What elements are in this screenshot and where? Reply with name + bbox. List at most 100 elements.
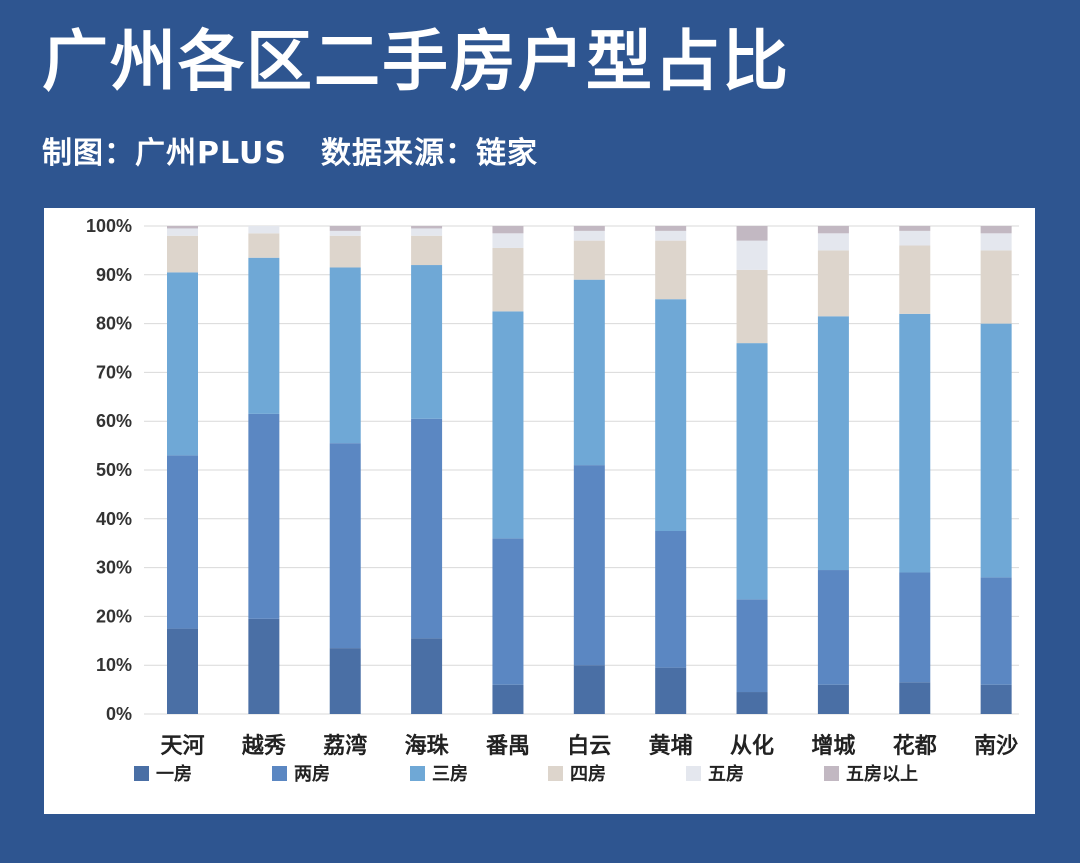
- legend-label: 一房: [156, 763, 192, 785]
- bar-segment: [736, 692, 768, 714]
- y-tick-label: 20%: [96, 606, 132, 626]
- legend-swatch: [548, 766, 563, 781]
- bar-segment: [980, 577, 1012, 685]
- y-tick-label: 30%: [96, 558, 132, 578]
- bar-segment: [655, 531, 687, 668]
- y-tick-label: 80%: [96, 314, 132, 334]
- bar-segment: [248, 413, 280, 619]
- bar-segment: [492, 233, 524, 248]
- x-tick-label: 白云: [567, 733, 611, 759]
- bar-segment: [167, 628, 198, 714]
- bar-segment: [655, 299, 687, 531]
- y-tick-label: 90%: [96, 265, 132, 285]
- x-tick-label: 天河: [160, 734, 204, 759]
- bar-segment: [736, 343, 768, 600]
- bar-segment: [899, 313, 931, 573]
- bar-segment: [655, 667, 687, 714]
- x-tick-label: 番禺: [485, 734, 530, 759]
- bar-segment: [492, 311, 524, 539]
- x-tick-label: 荔湾: [323, 733, 367, 759]
- x-tick-label: 南沙: [974, 734, 1018, 759]
- x-tick-label: 海珠: [405, 733, 450, 759]
- bar-segment: [492, 247, 524, 312]
- x-tick-label: 从化: [730, 733, 774, 759]
- source-label: 数据来源：链家: [321, 136, 539, 171]
- bar-segment: [899, 572, 931, 683]
- y-tick-label: 70%: [96, 362, 132, 382]
- bar-segment: [411, 638, 443, 714]
- chart-subtitle: 制图：广州PLUS 数据来源：链家: [42, 136, 538, 172]
- y-tick-label: 40%: [96, 509, 132, 529]
- legend-label: 五房以上: [846, 763, 918, 785]
- bar-segment: [167, 455, 198, 629]
- legend-swatch: [686, 766, 701, 781]
- bar-segment: [329, 443, 361, 649]
- bar-segment: [980, 226, 1012, 234]
- bar-segment: [736, 269, 768, 344]
- legend-swatch: [272, 766, 287, 781]
- bar-segment: [655, 240, 687, 300]
- bar-segment: [573, 240, 605, 280]
- bar-segment: [329, 648, 361, 714]
- bar-segment: [736, 240, 768, 270]
- bar-segment: [167, 226, 198, 229]
- legend-swatch: [824, 766, 839, 781]
- bar-segment: [492, 226, 524, 234]
- bar-segment: [248, 233, 280, 258]
- chart-panel: 0% 10% 20% 30% 40% 50% 60% 70% 80% 90% 100% 天河 越秀 荔湾…: [44, 208, 1035, 814]
- bar-segment: [411, 235, 443, 266]
- y-tick-label: 100%: [86, 216, 132, 236]
- x-tick-label: 花都: [893, 733, 937, 759]
- bar-segment: [248, 257, 280, 414]
- bar-segment: [980, 250, 1012, 324]
- bar-segment: [817, 226, 849, 234]
- bar-segment: [167, 272, 198, 456]
- bar-segment: [899, 245, 931, 314]
- bar-segment: [329, 230, 361, 236]
- x-tick-label: 增城: [811, 733, 855, 759]
- bar-segment: [980, 323, 1012, 578]
- bar-segment: [411, 418, 443, 639]
- y-tick-label: 10%: [96, 655, 132, 675]
- bar-segment: [573, 230, 605, 241]
- bar-segment: [573, 665, 605, 714]
- y-axis-ticks: 0% 10% 20% 30% 40% 50% 60% 70% 80% 90% 100%: [86, 216, 132, 724]
- bar-segment: [411, 265, 443, 419]
- bar-segment: [817, 316, 849, 571]
- bars: [167, 226, 1012, 714]
- bar-segment: [248, 618, 280, 714]
- bar-segment: [980, 233, 1012, 251]
- y-tick-label: 50%: [96, 460, 132, 480]
- x-axis-labels: 天河 越秀 荔湾 海珠 番禺 白云 黄埔 从化 增城 花都 南沙: [160, 733, 1018, 759]
- bar-segment: [329, 235, 361, 268]
- bar-segment: [411, 228, 443, 236]
- bar-segment: [655, 230, 687, 241]
- bar-segment: [492, 684, 524, 714]
- legend-swatch: [134, 766, 149, 781]
- legend-label: 四房: [570, 763, 606, 785]
- bar-segment: [736, 599, 768, 693]
- bar-segment: [899, 226, 931, 231]
- bar-segment: [817, 233, 849, 251]
- bar-segment: [980, 684, 1012, 714]
- bar-segment: [411, 226, 443, 229]
- bar-segment: [167, 235, 198, 273]
- bar-segment: [167, 228, 198, 236]
- bar-segment: [248, 226, 280, 234]
- legend-swatch: [410, 766, 425, 781]
- bar-segment: [899, 230, 931, 246]
- bar-segment: [817, 250, 849, 317]
- stacked-bar-chart: 0% 10% 20% 30% 40% 50% 60% 70% 80% 90% 100% 天河 越秀 荔湾…: [86, 216, 1019, 785]
- bar-segment: [329, 226, 361, 231]
- bar-segment: [573, 226, 605, 231]
- x-tick-label: 黄埔: [649, 733, 693, 759]
- legend-label: 五房: [708, 763, 744, 785]
- bar-segment: [817, 570, 849, 685]
- credit-label: 制图：广州PLUS: [42, 136, 288, 171]
- bar-segment: [573, 465, 605, 666]
- y-tick-label: 60%: [96, 411, 132, 431]
- x-tick-label: 越秀: [241, 734, 286, 759]
- bar-segment: [573, 279, 605, 466]
- bar-segment: [655, 226, 687, 231]
- bar-segment: [899, 682, 931, 714]
